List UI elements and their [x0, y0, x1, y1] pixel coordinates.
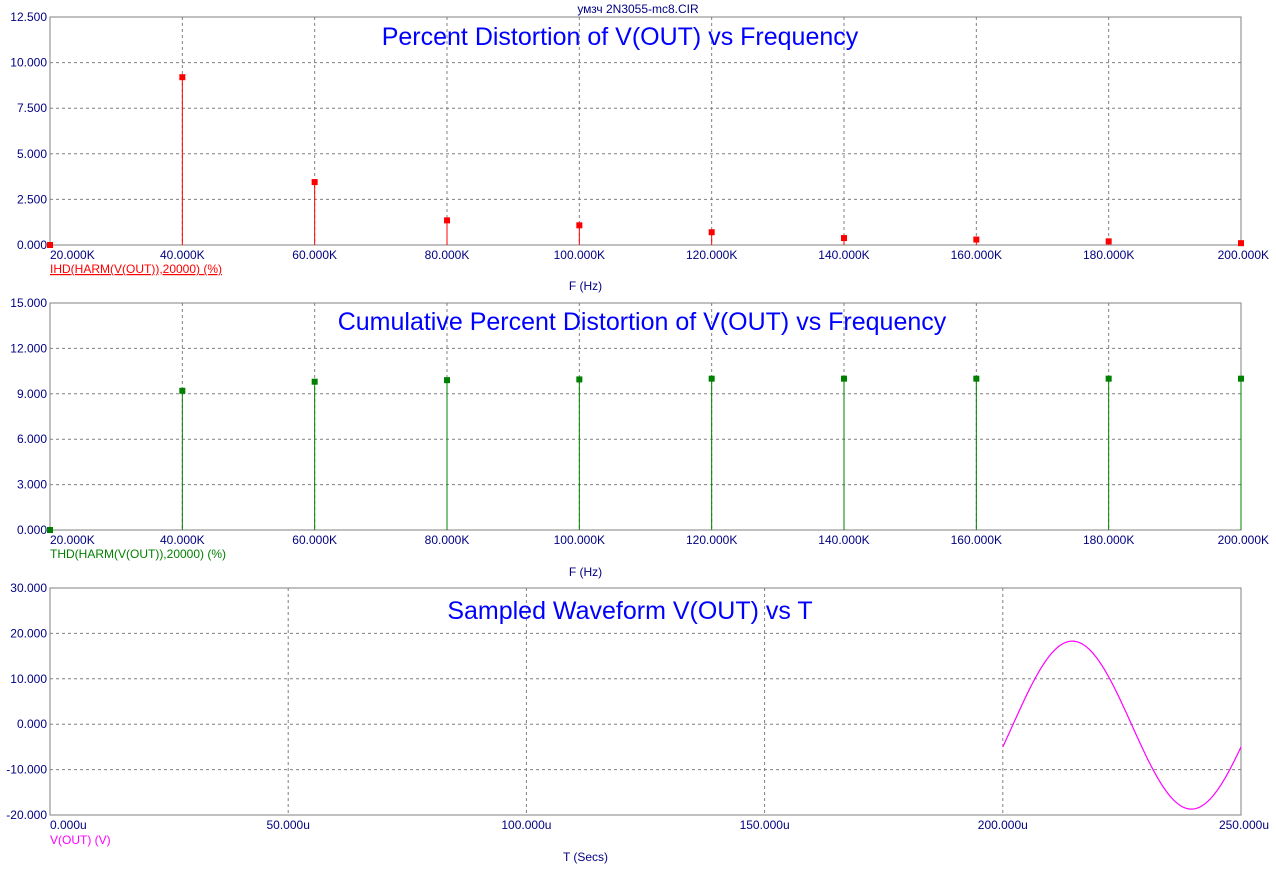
x-tick-label: 160.000K: [951, 533, 1002, 547]
y-tick-label: -10.000: [6, 763, 47, 777]
data-point-marker: [444, 217, 450, 224]
data-point-marker: [708, 375, 715, 382]
waveform-line: [1002, 640, 1242, 810]
x-axis-label: F (Hz): [569, 279, 602, 293]
x-tick-label: 0.000u: [50, 818, 87, 832]
x-tick-label: 200.000u: [978, 818, 1028, 832]
x-axis-label: F (Hz): [569, 565, 602, 579]
x-tick-label: 100.000K: [554, 533, 605, 547]
data-point-marker: [311, 378, 318, 385]
x-tick-label: 100.000K: [554, 248, 605, 262]
data-point-marker: [841, 375, 847, 382]
x-tick-label: 180.000K: [1083, 533, 1134, 547]
data-point-marker: [1238, 375, 1244, 382]
y-tick-label: 10.000: [10, 56, 47, 70]
trace-label: IHD(HARM(V(OUT)),20000) (%): [50, 262, 222, 276]
x-tick-label: 200.000K: [1218, 248, 1269, 262]
y-tick-label: 12.000: [10, 341, 47, 355]
chart-title: Cumulative Percent Distortion of V(OUT) …: [338, 308, 947, 336]
data-point-marker: [708, 229, 715, 236]
y-tick-label: 0.000: [17, 523, 47, 537]
y-tick-label: 3.000: [17, 478, 47, 492]
plot-frame: [49, 302, 1242, 531]
x-tick-label: 20.000K: [50, 248, 95, 262]
trace-label: V(OUT) (V): [50, 833, 111, 847]
y-tick-label: 7.500: [17, 101, 47, 115]
data-point-marker: [311, 179, 318, 186]
y-tick-label: 10.000: [10, 672, 47, 686]
y-tick-label: -20.000: [6, 808, 47, 822]
y-tick-label: 0.000: [17, 717, 47, 731]
x-tick-label: 80.000K: [425, 533, 470, 547]
chart-title: Percent Distortion of V(OUT) vs Frequenc…: [382, 23, 859, 51]
x-tick-label: 140.000K: [818, 533, 869, 547]
plot-frame: [49, 587, 1242, 816]
y-tick-label: 15.000: [10, 296, 47, 310]
y-tick-label: 20.000: [10, 626, 47, 640]
x-tick-label: 100.000u: [501, 818, 551, 832]
x-tick-label: 50.000u: [267, 818, 310, 832]
x-tick-label: 250.000u: [1219, 818, 1269, 832]
data-point-marker: [973, 375, 980, 382]
y-tick-label: 2.500: [17, 192, 47, 206]
x-tick-label: 20.000K: [50, 533, 95, 547]
data-point-marker: [47, 527, 53, 533]
x-tick-label: 60.000K: [292, 533, 337, 547]
window-title: умзч 2N3055-mc8.CIR: [577, 2, 699, 16]
y-tick-label: 9.000: [17, 387, 47, 401]
data-point-marker: [444, 377, 450, 384]
data-point-marker: [973, 236, 980, 243]
data-point-marker: [179, 387, 186, 394]
x-tick-label: 120.000K: [686, 533, 737, 547]
y-tick-label: 6.000: [17, 432, 47, 446]
x-tick-label: 140.000K: [818, 248, 869, 262]
data-point-marker: [179, 74, 186, 81]
data-point-marker: [1105, 238, 1112, 245]
data-point-marker: [576, 222, 583, 229]
x-axis-label: T (Secs): [563, 850, 608, 864]
x-tick-label: 40.000K: [160, 248, 205, 262]
data-point-marker: [1105, 375, 1112, 382]
chart-title: Sampled Waveform V(OUT) vs T: [447, 597, 812, 625]
x-tick-label: 160.000K: [951, 248, 1002, 262]
x-tick-label: 40.000K: [160, 533, 205, 547]
x-tick-label: 80.000K: [425, 248, 470, 262]
data-point-marker: [841, 235, 847, 242]
x-tick-label: 120.000K: [686, 248, 737, 262]
y-tick-label: 30.000: [10, 581, 47, 595]
y-tick-label: 12.500: [10, 10, 47, 24]
x-tick-label: 60.000K: [292, 248, 337, 262]
x-tick-label: 150.000u: [740, 818, 790, 832]
trace-label: THD(HARM(V(OUT)),20000) (%): [50, 547, 226, 561]
x-tick-label: 180.000K: [1083, 248, 1134, 262]
x-tick-label: 200.000K: [1218, 533, 1269, 547]
y-tick-label: 0.000: [17, 238, 47, 252]
plot-frame: [49, 16, 1242, 246]
y-tick-label: 5.000: [17, 147, 47, 161]
data-point-marker: [1238, 240, 1244, 247]
data-point-marker: [576, 376, 583, 383]
data-point-marker: [47, 242, 53, 248]
